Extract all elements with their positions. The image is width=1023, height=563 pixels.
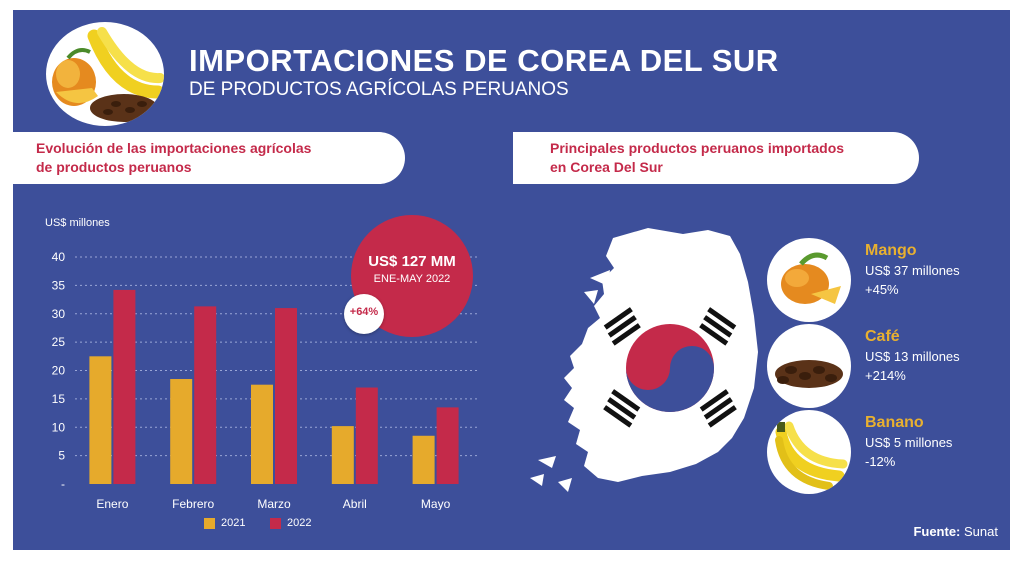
y-tick-label: 25: [52, 335, 66, 349]
products-section-banner: Principales productos peruanos importado…: [513, 132, 919, 184]
bar-2022-abril: [355, 387, 378, 484]
x-tick-label: Febrero: [172, 497, 214, 510]
product-name-coffee: Café: [865, 328, 900, 345]
y-tick-label: -: [61, 477, 65, 491]
trigram-bottom-left: [603, 389, 641, 428]
product-value-coffee: US$ 13 millones: [865, 349, 960, 364]
source-note: Fuente: Sunat: [913, 524, 998, 539]
south-korea-map: [530, 228, 758, 492]
coffee-image: [767, 324, 851, 408]
source-value: Sunat: [964, 524, 998, 539]
infographic-panel: IMPORTACIONES DE COREA DEL SUR DE PRODUC…: [13, 10, 1010, 550]
legend-swatch-2021: [204, 517, 215, 529]
product-change-coffee: +214%: [865, 368, 906, 383]
bar-2021-marzo: [251, 384, 273, 484]
x-tick-label: Abril: [343, 497, 367, 510]
product-change-mango: +45%: [865, 282, 899, 297]
banana-image: [767, 410, 851, 494]
legend-item-2021: 2021: [204, 517, 245, 529]
bar-2022-febrero: [194, 306, 217, 484]
trigram-top-right: [699, 307, 737, 346]
fruit-illustration-icon: [52, 27, 164, 122]
product-value-banana: US$ 5 millones: [865, 435, 953, 450]
source-label: Fuente:: [913, 524, 961, 539]
mango-image: [767, 238, 851, 322]
y-tick-label: 40: [52, 250, 66, 264]
y-tick-label: 5: [58, 449, 65, 463]
bar-2021-mayo: [412, 435, 435, 484]
legend-item-2022: 2022: [270, 517, 311, 529]
trigram-bottom-right: [699, 389, 737, 428]
x-tick-label: Marzo: [257, 497, 291, 510]
legend-swatch-2022: [270, 517, 281, 529]
fruit-coffee-illustration: [46, 22, 164, 126]
bar-2021-enero: [89, 356, 112, 484]
total-value: US$ 127 MM: [368, 253, 456, 270]
page-subtitle: DE PRODUCTOS AGRÍCOLAS PERUANOS: [189, 79, 569, 100]
bar-chart: - 5 10 15 20 25 30 35 40 Enero Febrero Marzo Abril Ma…: [52, 250, 479, 510]
mango-icon: [781, 252, 841, 304]
bar-2021-abril: [331, 426, 354, 484]
chart-section-banner: Evolución de las importaciones agrícolas…: [13, 132, 405, 184]
product-change-banana: -12%: [865, 454, 896, 469]
bar-2022-enero: [113, 289, 136, 484]
product-name-mango: Mango: [865, 242, 917, 259]
y-tick-label: 20: [52, 364, 66, 378]
y-tick-label: 30: [52, 307, 66, 321]
banana-icon: [775, 421, 848, 490]
trigram-top-left: [603, 307, 641, 346]
growth-value: +64%: [349, 306, 379, 318]
total-period: ENE-MAY 2022: [373, 273, 451, 285]
bar-2022-mayo: [436, 407, 459, 484]
y-tick-label: 35: [52, 278, 66, 292]
x-tick-label: Mayo: [421, 497, 451, 510]
product-name-banana: Banano: [865, 414, 924, 431]
coffee-beans-icon: [775, 360, 843, 388]
bar-2021-febrero: [170, 379, 193, 484]
y-tick-label: 10: [52, 420, 66, 434]
products-section-title-line1: Principales productos peruanos importado…: [550, 140, 845, 156]
taegeuk-symbol: [626, 324, 714, 412]
product-value-mango: US$ 37 millones: [865, 263, 960, 278]
legend-label-2022: 2022: [287, 517, 312, 529]
bar-2022-marzo: [275, 308, 297, 484]
products-section-title-line2: en Corea Del Sur: [550, 159, 663, 175]
growth-badge: +64%: [344, 294, 384, 334]
chart-section-title-line2: de productos peruanos: [36, 159, 192, 175]
legend-label-2021: 2021: [221, 517, 246, 529]
x-tick-label: Enero: [96, 497, 128, 510]
page-title: IMPORTACIONES DE COREA DEL SUR: [189, 43, 779, 78]
y-tick-label: 15: [52, 392, 66, 406]
y-axis-label: US$ millones: [45, 217, 110, 229]
chart-section-title-line1: Evolución de las importaciones agrícolas: [36, 140, 312, 156]
